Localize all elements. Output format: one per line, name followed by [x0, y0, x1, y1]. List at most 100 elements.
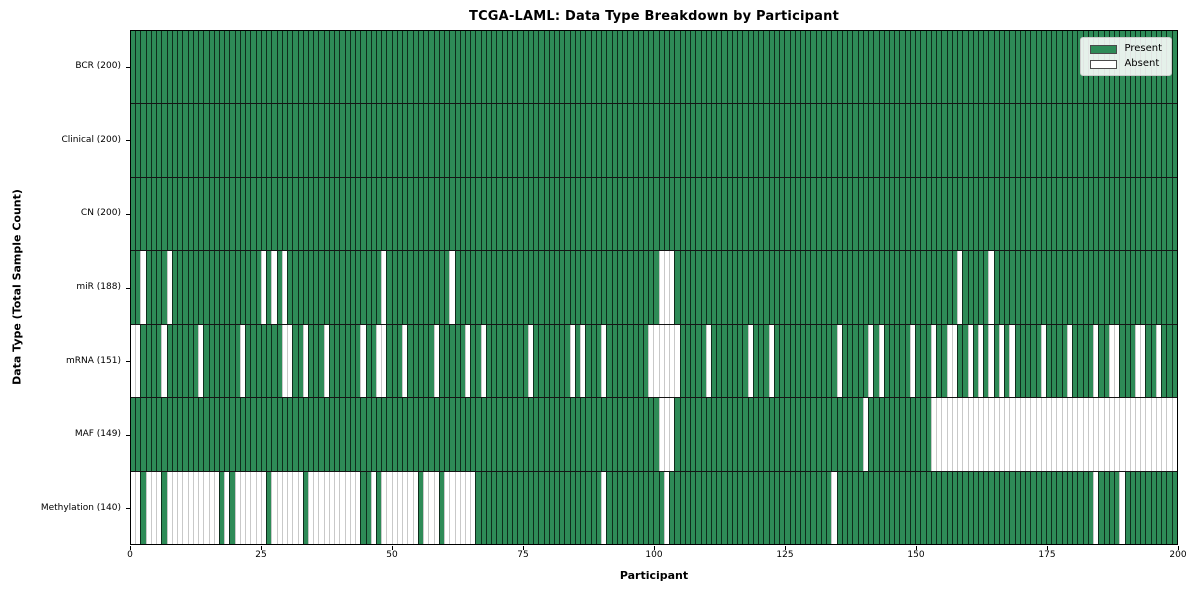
- matrix-cell: [773, 251, 780, 324]
- matrix-cell: [360, 104, 366, 177]
- matrix-cell: [292, 31, 298, 104]
- matrix-cell: [1014, 177, 1020, 251]
- matrix-cell: [705, 177, 712, 251]
- matrix-cell: [1135, 104, 1141, 177]
- matrix-cell: [951, 177, 958, 251]
- matrix-cell: [307, 177, 314, 251]
- matrix-cell: [737, 398, 743, 471]
- y-tick-mark: [126, 140, 130, 142]
- matrix-cell: [512, 177, 518, 251]
- matrix-cell: [553, 324, 560, 398]
- matrix-cell: [789, 398, 795, 471]
- matrix-cell: [794, 31, 800, 104]
- matrix-cell: [1114, 251, 1120, 324]
- matrix-cell: [648, 324, 654, 398]
- matrix-cell: [815, 324, 821, 398]
- matrix-cell: [239, 398, 246, 471]
- x-tick-label: 175: [1038, 550, 1056, 560]
- matrix-cell: [428, 104, 434, 177]
- matrix-cell: [192, 177, 199, 251]
- matrix-cell: [951, 398, 958, 471]
- matrix-cell: [218, 104, 225, 177]
- matrix-cell: [559, 104, 565, 177]
- matrix-cell: [1161, 251, 1167, 324]
- matrix-cell: [904, 251, 910, 324]
- matrix-cell: [229, 31, 235, 104]
- matrix-cell: [1166, 471, 1172, 544]
- matrix-cell: [1145, 177, 1151, 251]
- matrix-cell: [820, 324, 827, 398]
- matrix-cell: [365, 324, 371, 398]
- matrix-cell: [131, 251, 136, 324]
- matrix-cell: [1066, 324, 1073, 398]
- matrix-cell: [1135, 471, 1141, 544]
- matrix-cell: [444, 471, 450, 544]
- legend-entry-absent: Absent: [1090, 59, 1162, 69]
- matrix-cell: [131, 177, 136, 251]
- matrix-cell: [1150, 251, 1156, 324]
- matrix-cell: [480, 251, 486, 324]
- matrix-cell: [679, 31, 685, 104]
- matrix-cell: [716, 471, 722, 544]
- matrix-cell: [731, 398, 738, 471]
- matrix-cell: [868, 104, 874, 177]
- matrix-cell: [1066, 398, 1073, 471]
- matrix-cell: [653, 104, 659, 177]
- matrix-cell: [234, 104, 240, 177]
- matrix-cell: [601, 31, 607, 104]
- matrix-cell: [203, 177, 209, 251]
- matrix-cell: [878, 251, 884, 324]
- matrix-cell: [648, 398, 654, 471]
- matrix-cell: [595, 31, 602, 104]
- matrix-cell: [145, 471, 151, 544]
- matrix-cell: [166, 471, 172, 544]
- matrix-cell: [585, 251, 591, 324]
- matrix-cell: [365, 31, 371, 104]
- matrix-cell: [857, 251, 863, 324]
- matrix-cell: [684, 471, 691, 544]
- matrix-cell: [543, 177, 549, 251]
- matrix-cell: [564, 104, 570, 177]
- matrix-cell: [936, 31, 942, 104]
- matrix-cell: [1082, 471, 1088, 544]
- matrix-cell: [501, 398, 507, 471]
- matrix-cell: [936, 324, 942, 398]
- matrix-cell: [166, 31, 172, 104]
- matrix-cell: [648, 31, 654, 104]
- matrix-cell: [904, 104, 910, 177]
- matrix-cell: [820, 104, 827, 177]
- matrix-cell: [836, 251, 842, 324]
- matrix-cell: [402, 398, 408, 471]
- matrix-cell: [642, 251, 649, 324]
- matrix-cell: [1019, 398, 1026, 471]
- matrix-cell: [899, 177, 905, 251]
- x-tick-label: 50: [386, 550, 398, 560]
- matrix-cell: [449, 324, 455, 398]
- matrix-cell: [192, 251, 199, 324]
- matrix-cell: [852, 251, 858, 324]
- matrix-cell: [1135, 251, 1141, 324]
- matrix-cell: [637, 177, 643, 251]
- matrix-cell: [705, 31, 712, 104]
- matrix-cell: [1077, 104, 1083, 177]
- matrix-cell: [287, 177, 293, 251]
- matrix-cell: [323, 398, 329, 471]
- matrix-cell: [156, 398, 162, 471]
- matrix-cell: [616, 324, 623, 398]
- matrix-cell: [967, 177, 973, 251]
- matrix-cell: [454, 31, 460, 104]
- matrix-cell: [533, 398, 539, 471]
- matrix-cell: [810, 104, 816, 177]
- matrix-cell: [690, 471, 696, 544]
- matrix-cell: [711, 104, 717, 177]
- matrix-cell: [988, 31, 994, 104]
- x-tick-mark: [392, 546, 393, 550]
- matrix-cell: [171, 31, 178, 104]
- matrix-cell: [1040, 398, 1047, 471]
- matrix-cell: [569, 471, 575, 544]
- matrix-cell: [156, 471, 162, 544]
- matrix-cell: [417, 31, 424, 104]
- matrix-cell: [1014, 104, 1020, 177]
- matrix-cell: [355, 398, 361, 471]
- matrix-cell: [711, 471, 717, 544]
